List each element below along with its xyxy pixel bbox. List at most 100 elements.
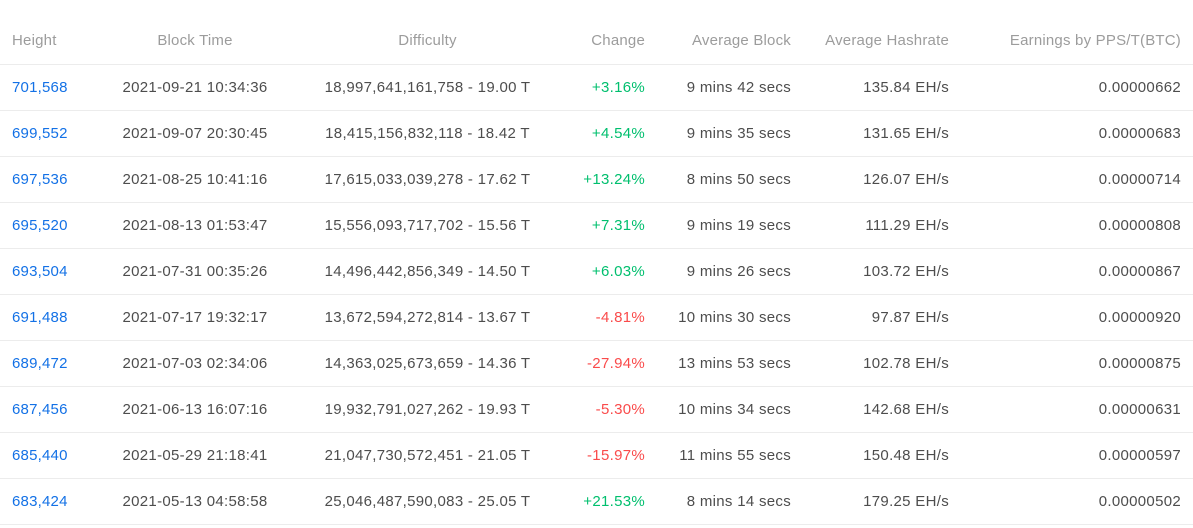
column-header-difficulty: Difficulty	[300, 0, 555, 65]
cell-height: 701,568	[0, 64, 90, 111]
block-height-link[interactable]: 691,488	[12, 308, 68, 326]
cell-difficulty: 13,672,594,272,814 - 13.67 T	[300, 294, 555, 341]
cell-avg_block: 8 mins 14 secs	[645, 478, 791, 525]
cell-difficulty: 19,932,791,027,262 - 19.93 T	[300, 386, 555, 433]
cell-block_time: 2021-08-13 01:53:47	[90, 202, 300, 249]
block-height-link[interactable]: 687,456	[12, 400, 68, 418]
cell-block_time: 2021-09-07 20:30:45	[90, 110, 300, 157]
block-height-link[interactable]: 689,472	[12, 354, 68, 372]
table-row: 697,536 2021-08-25 10:41:16 17,615,033,039…	[0, 156, 1193, 203]
block-height-link[interactable]: 683,424	[12, 492, 68, 510]
cell-difficulty: 21,047,730,572,451 - 21.05 T	[300, 432, 555, 479]
cell-avg_block: 9 mins 42 secs	[645, 64, 791, 111]
cell-avg_block: 8 mins 50 secs	[645, 156, 791, 203]
column-header-block_time: Block Time	[90, 0, 300, 65]
block-height-link[interactable]: 697,536	[12, 170, 68, 188]
cell-avg_hashrate: 150.48 EH/s	[791, 432, 949, 479]
cell-earnings: 0.00000867	[949, 248, 1193, 295]
cell-change: -15.97%	[555, 432, 645, 479]
block-height-link[interactable]: 695,520	[12, 216, 68, 234]
table-row: 691,488 2021-07-17 19:32:17 13,672,594,272…	[0, 294, 1193, 341]
block-height-link[interactable]: 693,504	[12, 262, 68, 280]
cell-avg_hashrate: 126.07 EH/s	[791, 156, 949, 203]
column-header-avg_block: Average Block	[645, 0, 791, 65]
cell-avg_hashrate: 131.65 EH/s	[791, 110, 949, 157]
cell-earnings: 0.00000920	[949, 294, 1193, 341]
table-row: 701,568 2021-09-21 10:34:36 18,997,641,161…	[0, 64, 1193, 111]
block-height-link[interactable]: 699,552	[12, 124, 68, 142]
table-row: 685,440 2021-05-29 21:18:41 21,047,730,572…	[0, 432, 1193, 479]
cell-block_time: 2021-05-13 04:58:58	[90, 478, 300, 525]
cell-difficulty: 14,496,442,856,349 - 14.50 T	[300, 248, 555, 295]
table-row: 695,520 2021-08-13 01:53:47 15,556,093,717…	[0, 202, 1193, 249]
cell-avg_hashrate: 103.72 EH/s	[791, 248, 949, 295]
cell-change: +3.16%	[555, 64, 645, 111]
column-header-height: Height	[0, 0, 90, 65]
cell-difficulty: 15,556,093,717,702 - 15.56 T	[300, 202, 555, 249]
cell-height: 699,552	[0, 110, 90, 157]
table-body: 701,568 2021-09-21 10:34:36 18,997,641,161…	[0, 64, 1193, 525]
cell-avg_hashrate: 97.87 EH/s	[791, 294, 949, 341]
cell-avg_hashrate: 179.25 EH/s	[791, 478, 949, 525]
cell-change: +6.03%	[555, 248, 645, 295]
cell-avg_block: 10 mins 34 secs	[645, 386, 791, 433]
cell-avg_block: 9 mins 26 secs	[645, 248, 791, 295]
cell-earnings: 0.00000875	[949, 340, 1193, 387]
cell-change: +4.54%	[555, 110, 645, 157]
cell-avg_block: 13 mins 53 secs	[645, 340, 791, 387]
cell-change: -27.94%	[555, 340, 645, 387]
block-height-link[interactable]: 685,440	[12, 446, 68, 464]
column-header-avg_hashrate: Average Hashrate	[791, 0, 949, 65]
cell-avg_hashrate: 102.78 EH/s	[791, 340, 949, 387]
cell-earnings: 0.00000597	[949, 432, 1193, 479]
table-row: 689,472 2021-07-03 02:34:06 14,363,025,673…	[0, 340, 1193, 387]
cell-difficulty: 18,997,641,161,758 - 19.00 T	[300, 64, 555, 111]
cell-earnings: 0.00000683	[949, 110, 1193, 157]
cell-difficulty: 14,363,025,673,659 - 14.36 T	[300, 340, 555, 387]
table-row: 687,456 2021-06-13 16:07:16 19,932,791,027…	[0, 386, 1193, 433]
cell-avg_hashrate: 142.68 EH/s	[791, 386, 949, 433]
column-header-earnings: Earnings by PPS/T(BTC)	[949, 0, 1193, 65]
cell-block_time: 2021-09-21 10:34:36	[90, 64, 300, 111]
cell-earnings: 0.00000714	[949, 156, 1193, 203]
cell-avg_block: 9 mins 35 secs	[645, 110, 791, 157]
table-row: 693,504 2021-07-31 00:35:26 14,496,442,856…	[0, 248, 1193, 295]
cell-height: 691,488	[0, 294, 90, 341]
cell-avg_block: 10 mins 30 secs	[645, 294, 791, 341]
cell-block_time: 2021-07-03 02:34:06	[90, 340, 300, 387]
block-height-link[interactable]: 701,568	[12, 78, 68, 96]
cell-avg_hashrate: 111.29 EH/s	[791, 202, 949, 249]
cell-height: 695,520	[0, 202, 90, 249]
cell-difficulty: 18,415,156,832,118 - 18.42 T	[300, 110, 555, 157]
cell-height: 683,424	[0, 478, 90, 525]
cell-block_time: 2021-08-25 10:41:16	[90, 156, 300, 203]
cell-change: -4.81%	[555, 294, 645, 341]
cell-difficulty: 17,615,033,039,278 - 17.62 T	[300, 156, 555, 203]
cell-change: +13.24%	[555, 156, 645, 203]
cell-height: 697,536	[0, 156, 90, 203]
cell-earnings: 0.00000631	[949, 386, 1193, 433]
cell-earnings: 0.00000502	[949, 478, 1193, 525]
cell-block_time: 2021-05-29 21:18:41	[90, 432, 300, 479]
cell-block_time: 2021-07-31 00:35:26	[90, 248, 300, 295]
cell-height: 689,472	[0, 340, 90, 387]
cell-block_time: 2021-07-17 19:32:17	[90, 294, 300, 341]
cell-change: +7.31%	[555, 202, 645, 249]
cell-height: 687,456	[0, 386, 90, 433]
cell-height: 685,440	[0, 432, 90, 479]
table-header: Height Block Time Difficulty Change Average …	[0, 0, 1193, 65]
cell-block_time: 2021-06-13 16:07:16	[90, 386, 300, 433]
table-row: 699,552 2021-09-07 20:30:45 18,415,156,832…	[0, 110, 1193, 157]
cell-difficulty: 25,046,487,590,083 - 25.05 T	[300, 478, 555, 525]
table-header-row: Height Block Time Difficulty Change Average …	[0, 0, 1193, 65]
cell-avg_block: 11 mins 55 secs	[645, 432, 791, 479]
cell-change: +21.53%	[555, 478, 645, 525]
cell-avg_hashrate: 135.84 EH/s	[791, 64, 949, 111]
cell-earnings: 0.00000808	[949, 202, 1193, 249]
cell-earnings: 0.00000662	[949, 64, 1193, 111]
table-row: 683,424 2021-05-13 04:58:58 25,046,487,590…	[0, 478, 1193, 525]
cell-height: 693,504	[0, 248, 90, 295]
cell-avg_block: 9 mins 19 secs	[645, 202, 791, 249]
